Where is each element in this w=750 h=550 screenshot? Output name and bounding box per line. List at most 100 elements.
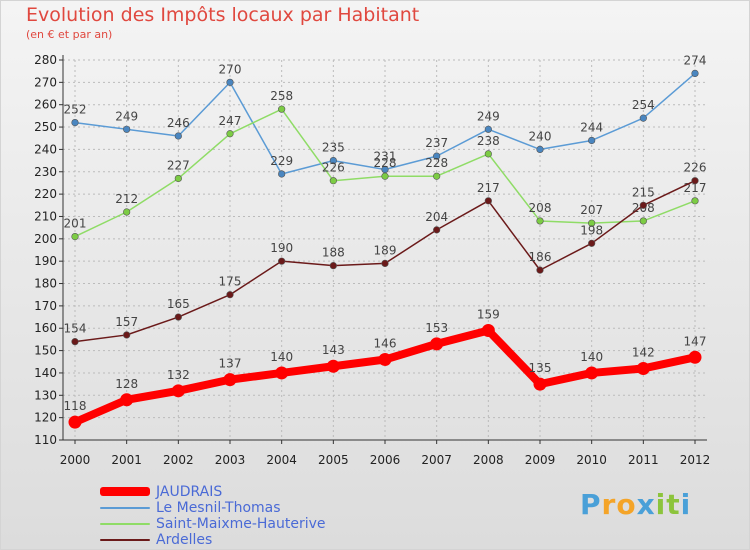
data-label-saint-maixme-hauterive: 212 — [115, 192, 138, 206]
y-tick-label: 210 — [34, 209, 57, 223]
data-point-saint-maixme-hauterive — [433, 172, 441, 180]
data-point-le-mesnil-thomas — [691, 69, 699, 78]
data-label-ardelles: 190 — [270, 241, 293, 255]
y-tick-label: 170 — [34, 299, 57, 313]
data-label-saint-maixme-hauterive: 201 — [64, 217, 87, 231]
data-point-le-mesnil-thomas — [536, 145, 544, 154]
data-point-le-mesnil-thomas — [71, 118, 79, 127]
data-label-le-mesnil-thomas: 254 — [632, 98, 655, 112]
chart-title: Evolution des Impôts locaux par Habitant — [26, 4, 420, 26]
logo-letter: r — [601, 488, 617, 521]
data-point-saint-maixme-hauterive — [484, 150, 492, 158]
data-point-ardelles — [639, 201, 647, 209]
data-label-jaudrais: 147 — [684, 334, 707, 348]
data-label-jaudrais: 118 — [64, 399, 87, 413]
data-label-saint-maixme-hauterive: 208 — [529, 201, 552, 215]
x-tick-label: 2008 — [473, 453, 504, 467]
data-point-saint-maixme-hauterive — [588, 219, 596, 227]
data-point-le-mesnil-thomas — [484, 125, 492, 133]
data-label-le-mesnil-thomas: 270 — [219, 62, 242, 76]
data-label-le-mesnil-thomas: 235 — [322, 141, 345, 155]
data-label-ardelles: 204 — [425, 210, 448, 224]
data-label-jaudrais: 132 — [167, 368, 190, 382]
data-point-ardelles — [433, 226, 441, 234]
data-label-jaudrais: 142 — [632, 345, 655, 359]
data-point-jaudrais — [378, 353, 392, 367]
x-tick-label: 2010 — [576, 453, 607, 467]
data-label-jaudrais: 135 — [529, 361, 552, 375]
data-point-le-mesnil-thomas — [433, 152, 441, 160]
data-point-ardelles — [174, 313, 182, 321]
data-point-saint-maixme-hauterive — [691, 197, 699, 205]
y-tick-label: 260 — [34, 98, 57, 112]
x-tick-label: 2012 — [680, 453, 711, 467]
y-tick-label: 150 — [34, 344, 57, 358]
data-label-jaudrais: 140 — [580, 350, 603, 364]
y-tick-label: 220 — [34, 187, 57, 201]
data-label-ardelles: 186 — [529, 250, 552, 264]
y-tick-label: 240 — [34, 142, 57, 156]
data-label-le-mesnil-thomas: 231 — [374, 150, 397, 164]
data-label-saint-maixme-hauterive: 207 — [580, 203, 603, 217]
logo-letter: i — [655, 488, 667, 521]
y-tick-label: 160 — [34, 321, 57, 335]
data-point-saint-maixme-hauterive — [329, 177, 337, 185]
legend-swatch-jaudrais — [100, 487, 150, 496]
legend-swatch-le-mesnil-thomas — [100, 507, 150, 509]
data-point-ardelles — [381, 259, 389, 268]
data-label-le-mesnil-thomas: 240 — [529, 129, 552, 143]
y-tick-label: 120 — [34, 411, 57, 425]
data-label-le-mesnil-thomas: 252 — [64, 103, 87, 117]
data-label-saint-maixme-hauterive: 258 — [270, 89, 293, 103]
data-label-ardelles: 198 — [580, 223, 603, 237]
data-label-saint-maixme-hauterive: 238 — [477, 134, 500, 148]
legend-swatch-ardelles — [100, 539, 150, 541]
data-point-saint-maixme-hauterive — [639, 217, 647, 225]
data-point-jaudrais — [636, 361, 650, 375]
logo-letter: o — [616, 488, 637, 521]
data-label-ardelles: 226 — [684, 161, 707, 175]
y-tick-label: 140 — [34, 366, 57, 380]
data-point-ardelles — [226, 291, 234, 299]
x-tick-label: 2004 — [266, 453, 297, 467]
data-label-le-mesnil-thomas: 244 — [580, 120, 603, 134]
y-tick-label: 280 — [34, 53, 57, 67]
data-label-saint-maixme-hauterive: 217 — [684, 181, 707, 195]
x-tick-label: 2005 — [318, 453, 349, 467]
data-label-ardelles: 215 — [632, 185, 655, 199]
x-tick-label: 2002 — [163, 453, 194, 467]
data-point-le-mesnil-thomas — [174, 132, 182, 140]
legend-label-ardelles: Ardelles — [156, 532, 213, 548]
data-point-saint-maixme-hauterive — [278, 105, 286, 113]
data-label-jaudrais: 146 — [374, 337, 397, 351]
data-label-le-mesnil-thomas: 246 — [167, 116, 190, 130]
data-point-le-mesnil-thomas — [226, 78, 234, 86]
x-tick-label: 2006 — [370, 453, 401, 467]
data-point-le-mesnil-thomas — [123, 125, 131, 133]
data-point-jaudrais — [171, 384, 185, 398]
data-point-jaudrais — [430, 337, 444, 351]
logo-letter: x — [636, 488, 656, 521]
data-label-jaudrais: 159 — [477, 307, 500, 321]
data-label-ardelles: 189 — [374, 243, 397, 257]
data-point-ardelles — [588, 239, 596, 247]
data-label-ardelles: 175 — [219, 275, 242, 289]
data-point-jaudrais — [481, 323, 495, 337]
data-label-jaudrais: 140 — [270, 350, 293, 364]
y-tick-label: 130 — [34, 388, 57, 402]
data-point-ardelles — [123, 331, 131, 339]
legend-swatch-saint-maixme-hauterive — [100, 523, 150, 525]
data-point-saint-maixme-hauterive — [71, 232, 79, 241]
legend-label-jaudrais: JAUDRAIS — [156, 484, 223, 500]
data-label-ardelles: 154 — [64, 322, 87, 336]
data-label-saint-maixme-hauterive: 226 — [322, 161, 345, 175]
data-point-ardelles — [329, 262, 337, 270]
y-tick-label: 270 — [34, 75, 57, 89]
data-label-le-mesnil-thomas: 274 — [684, 53, 707, 67]
data-label-le-mesnil-thomas: 229 — [270, 154, 293, 168]
chart-subtitle: (en € et par an) — [26, 28, 113, 41]
data-point-ardelles — [71, 338, 79, 346]
data-point-ardelles — [484, 197, 492, 205]
y-tick-label: 230 — [34, 165, 57, 179]
